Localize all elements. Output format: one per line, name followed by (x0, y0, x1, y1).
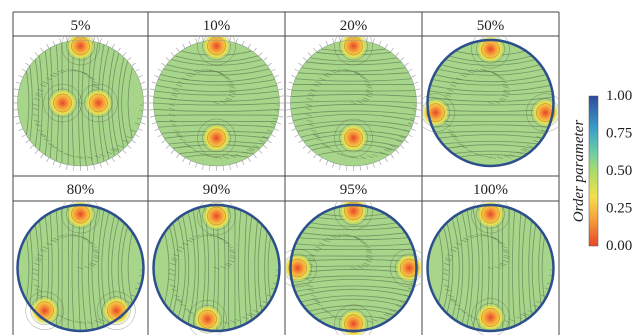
panel: 20% (286, 18, 421, 171)
colorbar-title: Order parameter (571, 120, 587, 223)
panel: 90% (152, 182, 281, 335)
panel-label: 95% (340, 182, 368, 198)
defect-core (202, 202, 231, 231)
panel: 95% (286, 182, 421, 335)
defect-spots (197, 37, 236, 158)
panel-label: 20% (340, 18, 368, 34)
panel: 5% (14, 18, 147, 171)
panel-label: 5% (71, 18, 91, 34)
defect-core (202, 123, 231, 152)
colorbar-tick-2: 0.50 (606, 163, 632, 179)
boundary-spikes (14, 37, 147, 171)
panel-label: 10% (203, 18, 231, 34)
colorbar: 1.00 0.75 0.50 0.25 0.00 Order parameter (571, 88, 632, 254)
defect-core (339, 309, 368, 335)
confinement-wall (426, 38, 555, 168)
panels: 5% 10% 20% 50% 80% 90% 95% 100% (14, 18, 558, 335)
defect-spots (334, 37, 373, 158)
colorbar-tick-3: 0.25 (606, 201, 632, 217)
confinement-wall (426, 203, 555, 333)
colorbar-tick-1: 0.75 (606, 126, 632, 142)
panel-label: 100% (473, 182, 508, 198)
defect-core (48, 89, 77, 117)
panel-label: 80% (67, 182, 95, 198)
defect-core (339, 37, 368, 60)
confinement-wall (289, 203, 418, 333)
panel: 50% (423, 18, 558, 168)
defect-spots (25, 202, 136, 330)
confinement-wall (152, 203, 281, 333)
defect-core (102, 296, 131, 325)
colorbar-tick-0: 1.00 (606, 88, 632, 104)
defect-core (339, 123, 368, 152)
defect-core (30, 296, 59, 325)
defect-core (66, 37, 95, 60)
confinement-wall (16, 203, 145, 333)
colorbar-tick-4: 0.00 (606, 238, 632, 254)
defect-spots (286, 202, 421, 335)
colorbar-gradient (588, 95, 599, 247)
panel-grid (12, 11, 560, 335)
panel-label: 50% (477, 18, 505, 34)
panel-label: 90% (203, 182, 231, 198)
panel: 10% (149, 18, 284, 171)
defect-core (476, 303, 505, 332)
defect-core (84, 89, 113, 117)
defect-core (339, 202, 368, 225)
defect-core (193, 305, 222, 334)
boundary-spikes (286, 37, 421, 171)
defect-core (202, 37, 231, 60)
panel: 80% (16, 182, 145, 333)
defect-spots (43, 37, 118, 123)
defect-spots (188, 202, 236, 335)
panel: 100% (426, 182, 555, 335)
